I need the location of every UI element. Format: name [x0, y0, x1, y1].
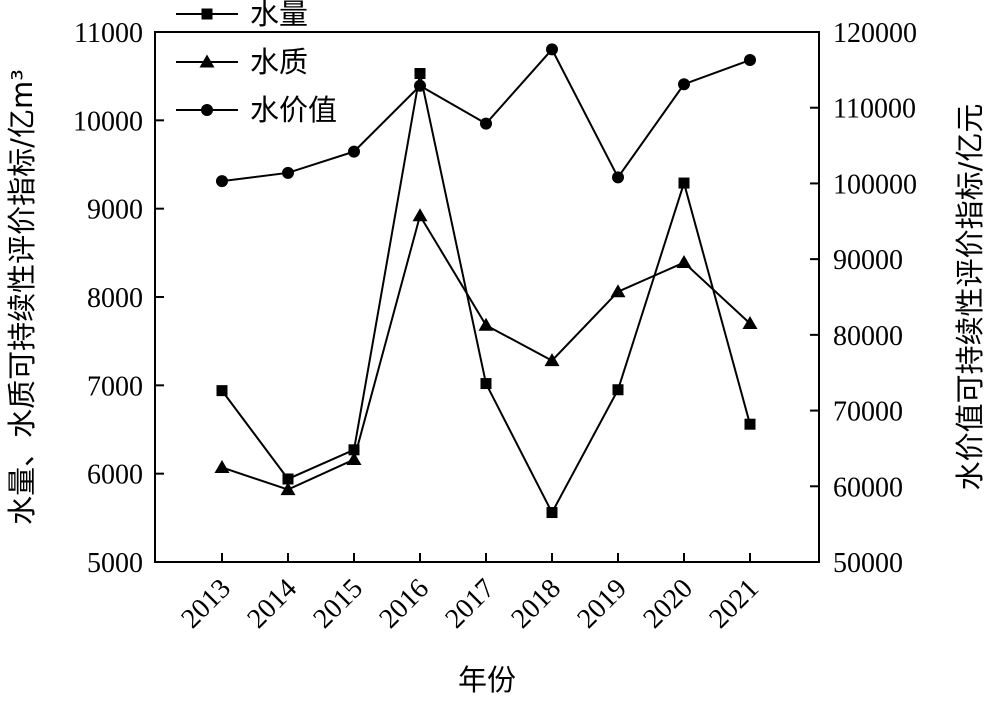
x-tick-label: 2017	[439, 573, 501, 635]
x-tick-label: 2018	[505, 573, 567, 635]
data-point	[544, 353, 560, 367]
data-point	[348, 145, 360, 158]
right-tick-label: 100000	[833, 169, 917, 200]
x-tick-label: 2019	[571, 573, 633, 635]
data-point	[348, 444, 360, 456]
legend-label: 水价值	[250, 93, 337, 127]
data-point	[610, 284, 626, 298]
data-point	[346, 452, 362, 466]
left-tick-label: 5000	[87, 548, 143, 579]
data-point	[612, 384, 624, 396]
legend-item: 水量	[176, 0, 308, 31]
series-square	[216, 68, 756, 519]
x-axis: 2013 2014 2015 2016 2017 2018 2019 2020 2021	[175, 553, 765, 635]
data-point	[546, 43, 558, 56]
data-point	[414, 79, 426, 92]
left-tick-label: 11000	[74, 18, 143, 49]
right-tick-label: 60000	[833, 472, 903, 503]
data-point	[676, 255, 692, 269]
series-circle	[216, 43, 756, 188]
data-point	[546, 507, 558, 519]
x-tick-label: 2013	[175, 573, 237, 635]
data-point	[480, 378, 492, 390]
right-tick-label: 50000	[833, 548, 903, 579]
right-axis-title: 水价值可持续性评价指标/亿元	[953, 104, 987, 491]
data-point	[216, 385, 228, 397]
x-tick-label: 2021	[703, 573, 765, 635]
x-tick-label: 2020	[637, 573, 699, 635]
left-axis: 5000 6000 7000 8000 9000 10000 11000	[73, 18, 164, 579]
x-tick-label: 2016	[373, 573, 435, 635]
data-point	[744, 54, 756, 67]
series-layer	[214, 43, 758, 519]
data-point	[414, 68, 426, 80]
x-tick-label: 2014	[241, 573, 303, 635]
right-tick-label: 90000	[833, 245, 903, 276]
data-point	[216, 175, 228, 188]
data-point	[480, 117, 492, 130]
left-tick-label: 9000	[87, 195, 143, 226]
data-point	[280, 482, 296, 496]
data-point	[282, 473, 294, 485]
legend-label: 水量	[250, 0, 308, 31]
data-point	[678, 177, 690, 189]
data-point	[478, 317, 494, 331]
x-tick-label: 2015	[307, 573, 369, 635]
series-line	[221, 213, 751, 491]
data-point	[742, 316, 758, 329]
data-point	[612, 171, 624, 184]
left-tick-label: 10000	[73, 106, 143, 137]
legend-item: 水质	[176, 45, 308, 79]
legend-marker	[199, 54, 215, 68]
data-point	[412, 208, 428, 222]
left-axis-title: 水量、水质可持续性评价指标/亿m³	[5, 69, 39, 525]
left-tick-label: 8000	[87, 283, 143, 314]
data-point	[744, 418, 756, 430]
right-tick-label: 70000	[833, 397, 903, 428]
data-point	[678, 78, 690, 91]
left-tick-label: 6000	[87, 460, 143, 491]
right-tick-label: 120000	[833, 18, 917, 49]
legend-label: 水质	[250, 45, 308, 79]
legend-marker	[201, 104, 213, 116]
legend-marker	[201, 8, 213, 20]
right-axis: 50000 60000 70000 80000 90000 100000 110000 120…	[810, 18, 917, 579]
x-axis-title: 年份	[458, 663, 516, 697]
series-line	[221, 73, 751, 515]
data-point	[214, 459, 230, 473]
right-tick-label: 80000	[833, 321, 903, 352]
left-tick-label: 7000	[87, 371, 143, 402]
data-point	[282, 166, 294, 179]
series-triangle	[214, 208, 758, 496]
right-tick-label: 110000	[833, 94, 916, 125]
legend-item: 水价值	[176, 93, 337, 127]
